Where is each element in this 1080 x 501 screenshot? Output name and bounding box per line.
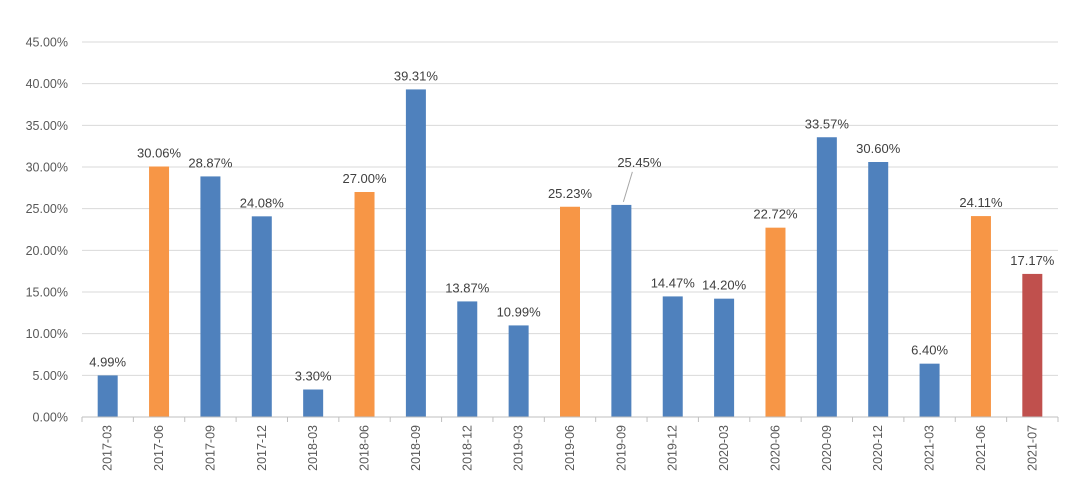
bar — [251, 216, 272, 417]
bar — [662, 296, 683, 417]
bar — [303, 389, 324, 417]
y-tick-label: 5.00% — [33, 369, 68, 383]
bar — [149, 166, 170, 417]
bar — [560, 206, 580, 417]
y-axis-ticks: 0.00% 5.00% 10.00% 15.00% 20.00% 25.00% 30.00%… — [26, 36, 68, 425]
data-label: 25.45% — [617, 155, 662, 170]
x-tick-label: 2020-06 — [768, 425, 782, 471]
y-tick-label: 0.00% — [33, 411, 68, 425]
bar — [919, 363, 940, 417]
x-tick-label: 2020-03 — [717, 425, 731, 471]
data-label: 13.87% — [445, 280, 490, 295]
data-label: 4.99% — [89, 354, 126, 369]
bar — [508, 325, 529, 417]
x-tick-label: 2021-07 — [1025, 425, 1039, 471]
bar — [97, 375, 118, 417]
data-label: 22.72% — [753, 207, 798, 222]
x-tick-label: 2018-12 — [460, 425, 474, 471]
bar — [714, 298, 735, 417]
bar — [816, 137, 837, 417]
bars — [97, 89, 1043, 418]
y-tick-label: 15.00% — [26, 286, 68, 300]
data-label: 28.87% — [188, 155, 233, 170]
y-tick-label: 30.00% — [26, 161, 68, 175]
bar — [1022, 273, 1043, 417]
data-label: 14.47% — [651, 275, 696, 290]
x-tick-label: 2019-12 — [666, 425, 680, 471]
x-tick-label: 2021-03 — [923, 425, 937, 471]
data-label: 10.99% — [497, 304, 542, 319]
data-label: 30.60% — [856, 141, 901, 156]
x-tick-label: 2020-09 — [820, 425, 834, 471]
y-tick-label: 20.00% — [26, 244, 68, 258]
y-tick-label: 10.00% — [26, 327, 68, 341]
x-tick-label: 2018-06 — [358, 425, 372, 471]
y-tick-label: 25.00% — [26, 202, 68, 216]
y-tick-label: 45.00% — [26, 36, 68, 50]
x-tick-label: 2018-09 — [409, 425, 423, 471]
data-label: 30.06% — [137, 146, 182, 161]
data-label: 17.17% — [1010, 253, 1055, 268]
bar — [354, 192, 375, 417]
bar — [457, 301, 478, 417]
data-label: 33.57% — [805, 116, 850, 131]
x-tick-label: 2017-09 — [203, 425, 217, 471]
data-label: 39.31% — [394, 68, 439, 83]
data-label: 3.30% — [295, 369, 332, 384]
data-label: 24.11% — [959, 195, 1003, 210]
y-tick-label: 35.00% — [26, 119, 68, 133]
bar — [611, 204, 632, 417]
data-label: 27.00% — [342, 171, 387, 186]
x-tick-label: 2017-03 — [101, 425, 115, 471]
data-label: 25.23% — [548, 186, 593, 201]
bar — [765, 227, 786, 417]
x-tick-label: 2020-12 — [871, 425, 885, 471]
data-label: 24.08% — [240, 195, 285, 210]
data-label: 14.20% — [702, 278, 747, 293]
bar — [868, 162, 889, 417]
x-tick-label: 2017-12 — [255, 425, 269, 471]
data-label: 6.40% — [911, 343, 948, 358]
x-tick-label: 2019-03 — [512, 425, 526, 471]
bar — [200, 176, 221, 417]
y-tick-label: 40.00% — [26, 77, 68, 91]
bar — [970, 216, 991, 417]
x-axis-ticks: 2017-03 2017-06 2017-09 2017-12 2018-03 2018-… — [81, 417, 1059, 471]
x-tick-label: 2018-03 — [306, 425, 320, 471]
x-tick-label: 2017-06 — [152, 425, 166, 471]
x-tick-label: 2021-06 — [974, 425, 988, 471]
label-leader-line — [622, 171, 633, 203]
data-labels: 4.99% 30.06% 28.87% 24.08% 3.30% 27.00% 39.31%… — [89, 68, 1055, 383]
x-tick-label: 2019-09 — [614, 425, 628, 471]
bar — [405, 89, 426, 418]
x-tick-label: 2019-06 — [563, 425, 577, 471]
